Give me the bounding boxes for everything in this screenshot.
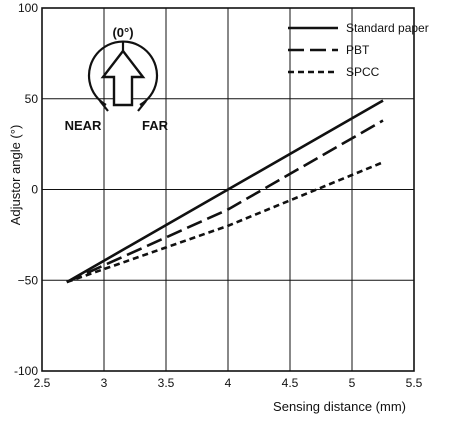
x-tick-label: 3.5 [158, 376, 175, 390]
series-line-standard-paper [66, 99, 384, 284]
dial-up-arrow-icon [100, 49, 146, 107]
x-tick-label: 5 [349, 376, 356, 390]
adjustor-dial-diagram: (0°) NEAR FAR [65, 25, 169, 133]
legend: Standard paper PBT SPCC [288, 21, 429, 79]
y-tick-label: 100 [18, 1, 38, 15]
dial-arc [87, 40, 159, 106]
x-tick-label: 3 [101, 376, 108, 390]
dial-far-stop [137, 100, 147, 112]
y-tick-label: −50 [18, 273, 39, 287]
x-axis-label: Sensing distance (mm) [273, 399, 406, 414]
legend-label: Standard paper [346, 21, 429, 35]
x-tick-label: 5.5 [406, 376, 423, 390]
x-tick-label: 4 [225, 376, 232, 390]
series-lines [66, 99, 384, 284]
series-line-spcc [66, 161, 384, 284]
plot-frame [41, 7, 415, 372]
legend-label: PBT [346, 43, 370, 57]
dial-zero-label: (0°) [112, 25, 133, 40]
dial-far-label: FAR [142, 118, 169, 133]
tick-labels: 2.5 3 3.5 4 4.5 5 5.5 100 50 0 −50 -100 [14, 1, 423, 390]
series-line-pbt [66, 119, 384, 284]
dial-near-stop [99, 100, 109, 112]
y-tick-label: 0 [31, 183, 38, 197]
y-axis-label: Adjustor angle (°) [8, 125, 23, 226]
dial-near-label: NEAR [65, 118, 102, 133]
x-tick-label: 4.5 [282, 376, 299, 390]
x-tick-label: 2.5 [34, 376, 51, 390]
legend-label: SPCC [346, 65, 380, 79]
y-tick-label: -100 [14, 364, 38, 378]
y-tick-label: 50 [25, 92, 39, 106]
